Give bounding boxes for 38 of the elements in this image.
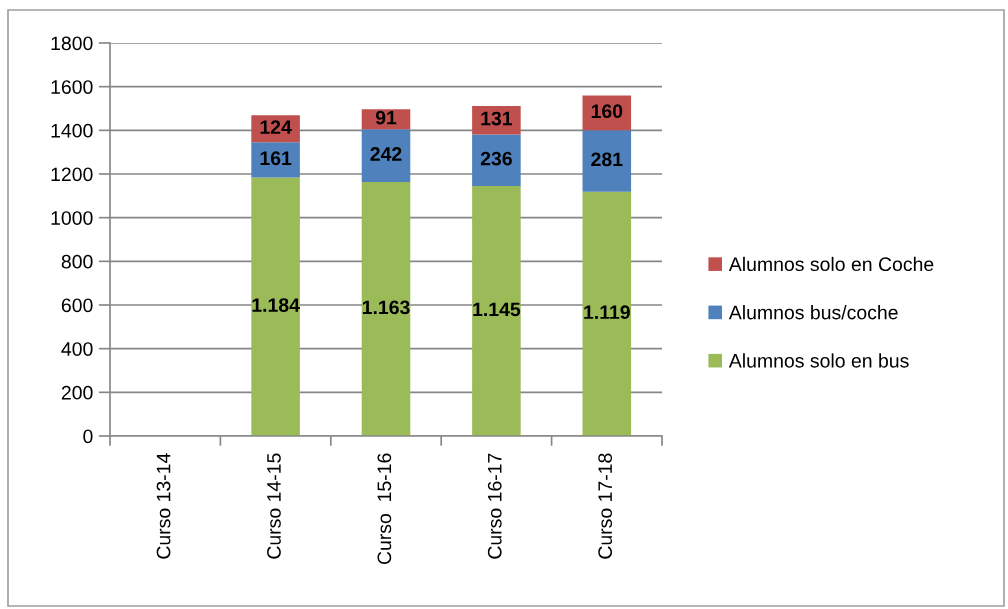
y-tick-label: 1400 — [51, 123, 93, 138]
x-tick-label: Curso 16-17 — [487, 453, 502, 559]
y-tick-label: 800 — [61, 254, 93, 269]
data-label: 1.184 — [252, 298, 300, 312]
bar — [361, 129, 411, 183]
data-label: 91 — [375, 110, 397, 125]
bar — [251, 142, 300, 178]
data-label: 1.163 — [362, 300, 410, 315]
y-tick-label: 0 — [83, 429, 93, 444]
data-label: 161 — [260, 151, 292, 166]
bar — [582, 130, 632, 192]
y-tick-label: 600 — [61, 298, 93, 313]
bar — [251, 177, 300, 436]
data-label: 1.119 — [584, 305, 630, 320]
y-tick-label: 1800 — [51, 36, 93, 51]
data-label: 124 — [260, 120, 292, 134]
bar — [582, 191, 632, 436]
bar — [472, 186, 521, 436]
y-tick-label: 200 — [61, 385, 93, 400]
y-tick-label: 1000 — [51, 211, 93, 225]
data-label: 281 — [591, 152, 623, 167]
x-tick-label: Curso 15-16 — [377, 453, 392, 565]
data-label: 1.145 — [473, 302, 521, 317]
y-tick-label: 1200 — [51, 167, 93, 182]
legend-label: Alumnos bus/coche — [728, 305, 898, 320]
data-label: 242 — [370, 147, 402, 161]
bar — [361, 182, 411, 436]
legend-label: Alumnos solo en bus — [728, 353, 909, 368]
data-label: 160 — [591, 104, 623, 119]
data-label: 131 — [481, 111, 513, 126]
y-tick-label: 400 — [61, 342, 93, 356]
x-tick-label: Curso 13-14 — [156, 453, 171, 559]
data-label: 236 — [480, 151, 512, 166]
y-tick-label: 1600 — [51, 80, 93, 94]
bar — [472, 134, 521, 187]
x-tick-label: Curso 17-18 — [598, 453, 613, 559]
x-tick-label: Curso 14-15 — [267, 453, 281, 559]
legend-label: Alumnos solo en Coche — [728, 256, 934, 272]
